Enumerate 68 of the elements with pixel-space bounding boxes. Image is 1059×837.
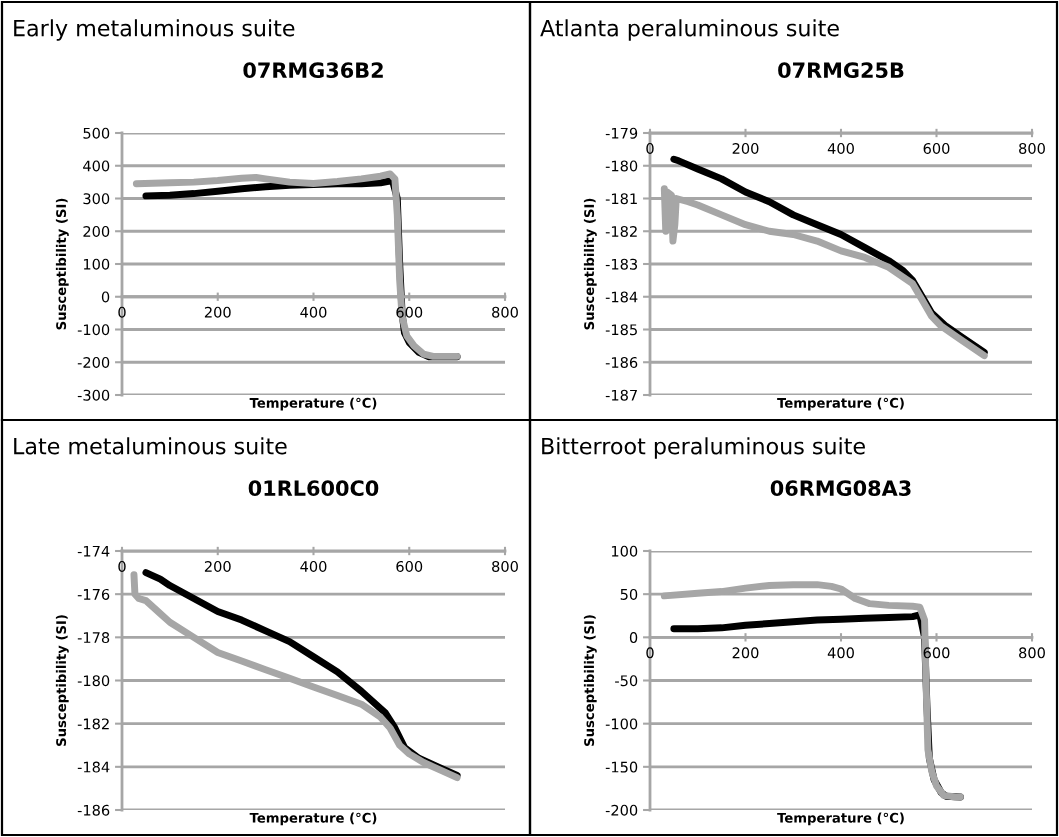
y-tick-label: -184 xyxy=(605,291,638,303)
y-tick-label: -174 xyxy=(77,545,110,557)
y-tick-label: -186 xyxy=(77,804,110,816)
y-axis-title: Susceptibility (SI) xyxy=(583,198,597,330)
x-axis-title: Temperature (°C) xyxy=(777,812,904,826)
x-axis-title: Temperature (°C) xyxy=(249,812,377,826)
y-tick-label: -178 xyxy=(77,632,110,644)
chart-title: Atlanta peraluminous suite xyxy=(540,19,839,41)
chart-subtitle: 06RMG08A3 xyxy=(770,480,911,497)
chart-subtitle: 07RMG25B xyxy=(778,62,904,79)
x-tick-label: 0 xyxy=(118,306,126,318)
y-axis-title: Susceptibility (SI) xyxy=(583,615,597,746)
y-tick-label: -300 xyxy=(77,389,110,401)
y-tick-label: 300 xyxy=(83,193,110,205)
y-tick-label: -100 xyxy=(605,718,638,730)
y-tick-label: 0 xyxy=(629,632,638,644)
chart-title: Early metaluminous suite xyxy=(14,19,295,41)
x-tick-label: 800 xyxy=(1019,142,1045,155)
x-tick-label: 200 xyxy=(732,647,759,659)
y-tick-label: -150 xyxy=(605,761,638,773)
x-tick-label: 200 xyxy=(732,142,759,155)
y-tick-label: -183 xyxy=(605,258,638,270)
y-tick-label: -180 xyxy=(77,675,110,687)
chart-subtitle: 01RL600C0 xyxy=(248,480,379,497)
y-tick-label: -184 xyxy=(77,761,110,773)
x-tick-label: 0 xyxy=(646,142,654,155)
y-tick-label: -186 xyxy=(605,356,638,368)
x-tick-label: 600 xyxy=(396,306,423,318)
y-tick-label: -181 xyxy=(605,193,637,205)
x-tick-label: 600 xyxy=(923,647,950,659)
x-tick-label: 0 xyxy=(646,647,654,659)
y-axis-title: Susceptibility (SI) xyxy=(55,615,69,746)
y-tick-label: 100 xyxy=(611,545,638,557)
x-tick-label: 400 xyxy=(300,306,327,318)
x-tick-label: 400 xyxy=(827,647,854,659)
y-tick-label: 200 xyxy=(83,225,110,237)
y-tick-label: -176 xyxy=(77,588,110,600)
x-tick-label: 800 xyxy=(1019,647,1045,659)
y-tick-label: -179 xyxy=(605,127,638,139)
y-tick-label: -100 xyxy=(77,324,110,336)
y-tick-label: -180 xyxy=(605,160,638,172)
y-tick-label: -182 xyxy=(77,718,109,730)
x-tick-label: 400 xyxy=(300,560,327,573)
y-tick-label: -187 xyxy=(605,389,637,401)
y-tick-label: -200 xyxy=(605,804,638,816)
y-axis-title: Susceptibility (SI) xyxy=(55,198,69,330)
y-tick-label: 500 xyxy=(83,127,110,139)
y-tick-label: -182 xyxy=(605,225,637,237)
x-tick-label: 600 xyxy=(923,142,950,155)
x-tick-label: 0 xyxy=(118,560,126,573)
x-tick-label: 200 xyxy=(204,560,231,573)
y-tick-label: -185 xyxy=(605,324,637,336)
x-tick-label: 800 xyxy=(492,306,518,318)
chart-subtitle: 07RMG36B2 xyxy=(243,62,383,79)
x-tick-label: 800 xyxy=(492,560,518,573)
y-tick-label: 50 xyxy=(620,588,638,600)
chart-title: Bitterroot peraluminous suite xyxy=(542,437,865,459)
x-tick-label: 400 xyxy=(827,142,854,155)
x-tick-label: 200 xyxy=(204,306,231,318)
x-axis-title: Temperature (°C) xyxy=(777,397,904,411)
chart-title: Late metaluminous suite xyxy=(14,437,287,455)
y-tick-label: -200 xyxy=(77,356,110,368)
x-tick-label: 600 xyxy=(396,560,423,573)
x-axis-title: Temperature (°C) xyxy=(249,397,377,411)
y-tick-label: 0 xyxy=(101,291,110,303)
y-tick-label: -50 xyxy=(615,675,638,687)
y-tick-label: 100 xyxy=(83,258,110,270)
y-tick-label: 400 xyxy=(83,160,110,172)
